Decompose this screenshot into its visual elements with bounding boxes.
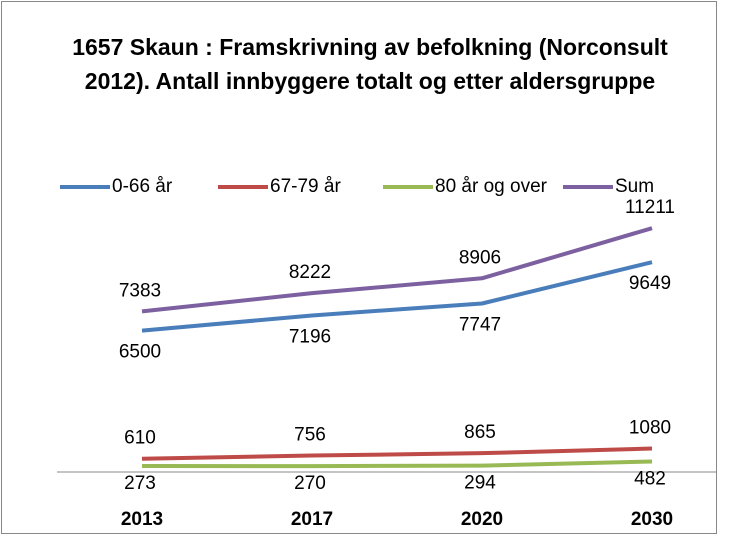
data-label: 865 bbox=[464, 422, 496, 443]
series-line bbox=[141, 459, 653, 469]
chart-title: 1657 Skaun : Framskrivning av befolkning… bbox=[72, 34, 668, 94]
data-label: 7196 bbox=[289, 327, 331, 348]
data-label: 8906 bbox=[459, 247, 501, 268]
data-label: 11211 bbox=[625, 197, 675, 218]
chart-border bbox=[1, 1, 717, 534]
data-label: 270 bbox=[294, 473, 326, 494]
x-tick-label: 2013 bbox=[121, 509, 163, 530]
x-tick-label: 2017 bbox=[291, 509, 333, 530]
data-label: 273 bbox=[124, 473, 156, 494]
legend-label: 67-79 år bbox=[270, 176, 341, 197]
data-label: 1080 bbox=[629, 418, 671, 439]
data-label: 294 bbox=[464, 473, 496, 494]
legend-label: 80 år og over bbox=[435, 176, 548, 197]
data-label: 9649 bbox=[629, 273, 671, 294]
data-label: 482 bbox=[634, 469, 666, 490]
data-label: 7383 bbox=[119, 280, 161, 301]
series-line bbox=[141, 260, 653, 333]
data-label: 7747 bbox=[459, 315, 501, 336]
legend-label: 0-66 år bbox=[112, 176, 173, 197]
data-label: 610 bbox=[124, 428, 156, 449]
x-tick-label: 2020 bbox=[461, 509, 503, 530]
data-label: 6500 bbox=[119, 342, 161, 363]
series-line bbox=[141, 446, 653, 461]
series-line bbox=[141, 226, 653, 314]
data-label: 756 bbox=[294, 425, 326, 446]
x-tick-label: 2030 bbox=[631, 509, 673, 530]
data-label: 8222 bbox=[289, 262, 331, 283]
legend-label: Sum bbox=[615, 176, 654, 197]
